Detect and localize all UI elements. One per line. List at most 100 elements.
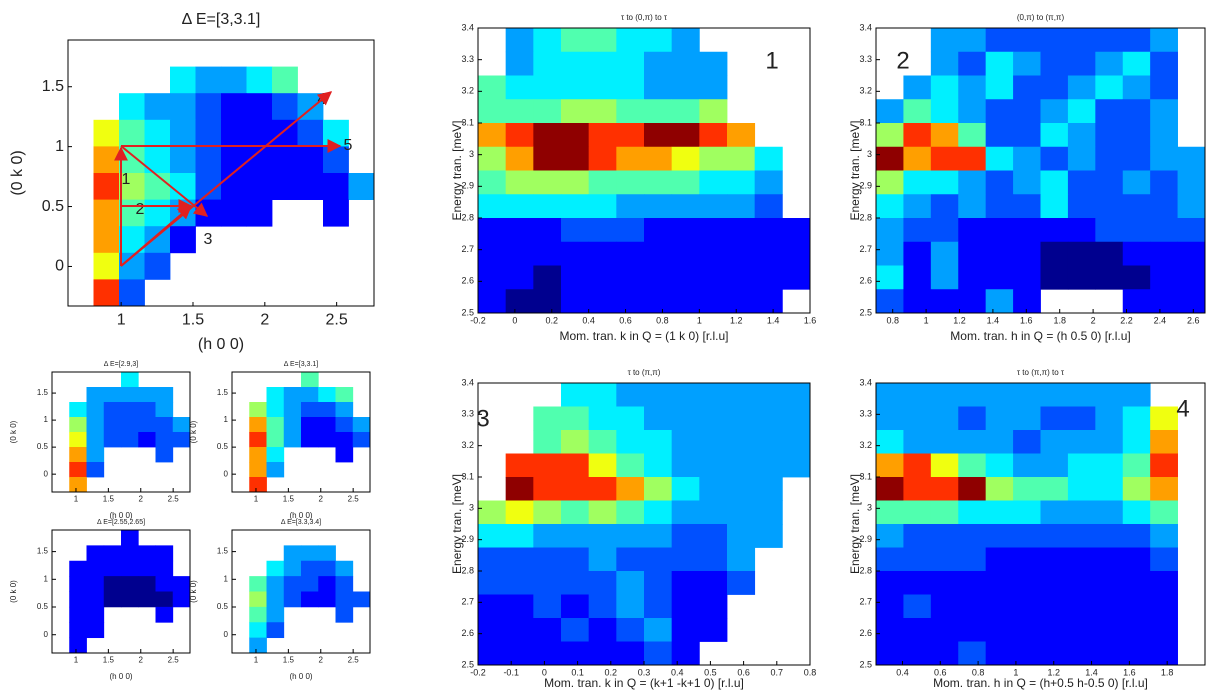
heatmap-cell	[754, 524, 783, 548]
x-axis-label: Mom. tran. k in Q = (1 k 0) [r.l.u]	[559, 329, 728, 343]
heatmap-cell	[985, 618, 1014, 642]
heatmap-cell	[1013, 218, 1041, 243]
heatmap-cell	[561, 28, 590, 53]
heatmap-cell	[616, 75, 645, 100]
x-tick-label: 0.3	[638, 667, 651, 677]
heatmap-cell	[1067, 241, 1096, 266]
heatmap-cell	[1122, 500, 1151, 525]
heatmap-cell	[644, 218, 673, 243]
heatmap-cell	[86, 417, 105, 433]
heatmap-cell	[246, 173, 273, 200]
heatmap-cell	[1067, 75, 1096, 100]
heatmap-cell	[1177, 289, 1206, 314]
y-tick-label: 3.4	[859, 22, 872, 32]
heatmap-cell	[121, 545, 139, 562]
heatmap-cell	[699, 571, 728, 595]
heatmap-cell	[782, 406, 811, 431]
y-tick-label: 3	[867, 149, 872, 159]
heatmap-cell	[1095, 123, 1124, 148]
heatmap-cell	[155, 576, 174, 592]
heatmap-cell	[588, 618, 617, 642]
x-tick-label: 2.6	[1187, 315, 1200, 325]
heatmap-cell	[138, 402, 156, 418]
heatmap-cell	[754, 500, 783, 525]
heatmap-cell	[1040, 75, 1069, 100]
x-tick-label: 2	[319, 655, 324, 664]
x-tick-label: 1	[74, 655, 79, 664]
heatmap-cell	[644, 75, 673, 100]
heatmap-cell	[561, 406, 590, 431]
heatmap-cell	[1122, 524, 1151, 548]
heatmap-cell	[478, 289, 507, 314]
heatmap-cell	[561, 265, 590, 290]
heatmap-cell	[985, 289, 1014, 314]
heatmap-cell	[335, 576, 354, 592]
heatmap-cell	[1013, 500, 1041, 525]
heatmap-cell	[876, 500, 904, 525]
heatmap-cell	[533, 500, 562, 525]
heatmap-cell	[1040, 618, 1069, 642]
heatmap-cell	[644, 123, 673, 148]
y-tick-label: 1.5	[217, 388, 229, 397]
x-tick-label: 1	[74, 494, 79, 503]
heatmap-cell	[505, 289, 534, 314]
heatmap-cell	[699, 594, 728, 619]
heatmap-cell	[671, 594, 700, 619]
heatmap-cell	[1150, 594, 1178, 619]
heatmap-cell	[1013, 453, 1041, 478]
heatmap-cell	[170, 226, 196, 254]
heatmap-cell	[958, 51, 987, 76]
heatmap-cell	[644, 477, 673, 501]
y-tick-label: 2.5	[859, 307, 872, 317]
heatmap-cell	[561, 547, 590, 572]
heatmap-cell	[754, 194, 783, 219]
y-tick-label: 2.5	[461, 659, 474, 669]
heatmap-cell	[1040, 146, 1069, 171]
heatmap-cell	[505, 477, 534, 501]
heatmap-cell	[283, 402, 302, 418]
heatmap-cell	[588, 146, 617, 171]
x-tick-label: 0.2	[605, 667, 618, 677]
heatmap-cell	[1122, 453, 1151, 478]
heatmap-cell	[1095, 51, 1124, 76]
heatmap-cell	[903, 453, 932, 478]
heatmap-cell	[93, 252, 120, 280]
heatmap-cell	[86, 432, 105, 448]
heatmap-cell	[1013, 383, 1041, 407]
heatmap-cell	[671, 641, 700, 666]
heatmap-cell	[1095, 477, 1124, 501]
heatmap-cell	[958, 28, 987, 53]
heatmap-cell	[727, 571, 756, 595]
panel: -0.2 -0.1 0 0.1 0.2 0.3 0.4 0.5 0.6 0.7 0.8 2.5 2.6 2…	[450, 368, 816, 690]
heatmap-cell	[1150, 241, 1178, 266]
heatmap-cell	[195, 146, 222, 174]
heatmap-cell	[1122, 146, 1151, 171]
heatmap-cell	[903, 618, 932, 642]
heatmap-cell	[930, 618, 959, 642]
heatmap-cell	[903, 123, 932, 148]
heatmap-cell	[671, 265, 700, 290]
heatmap-cell	[1067, 618, 1096, 642]
heatmap-cell	[699, 477, 728, 501]
heatmap-cell	[1150, 51, 1178, 76]
y-tick-label: 0.5	[37, 602, 49, 611]
heatmap-cell	[155, 606, 174, 623]
annotation: 5	[344, 137, 353, 154]
heatmap-cell	[930, 194, 959, 219]
heatmap-cell	[616, 383, 645, 407]
heatmap-cell	[478, 571, 507, 595]
heatmap-cell	[221, 199, 247, 227]
heatmap-cell	[561, 241, 590, 266]
heatmap-cell	[930, 524, 959, 548]
heatmap-cell	[616, 194, 645, 219]
heatmap-cell	[903, 218, 932, 243]
heatmap-cell	[533, 524, 562, 548]
x-tick-label: -0.1	[503, 667, 519, 677]
heatmap-cell	[588, 51, 617, 76]
heatmap-cell	[958, 500, 987, 525]
x-tick-label: 1.8	[1161, 667, 1174, 677]
heatmap-cell	[144, 199, 171, 227]
heatmap-cell	[249, 637, 267, 654]
heatmap-cell	[249, 576, 267, 592]
heatmap-cell	[588, 594, 617, 619]
